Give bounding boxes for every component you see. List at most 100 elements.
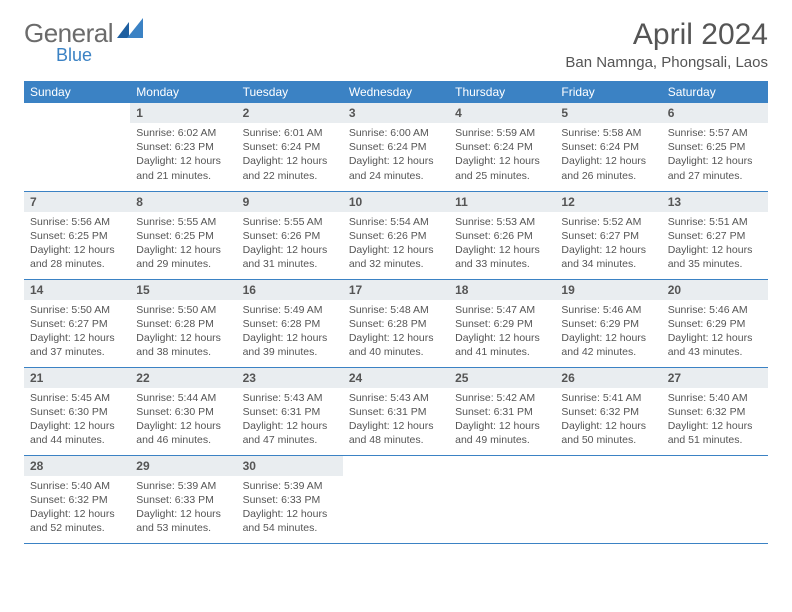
- calendar-cell: [24, 103, 130, 191]
- day-details: Sunrise: 5:45 AMSunset: 6:30 PMDaylight:…: [24, 388, 130, 454]
- calendar-cell: 21Sunrise: 5:45 AMSunset: 6:30 PMDayligh…: [24, 367, 130, 455]
- calendar-cell: 10Sunrise: 5:54 AMSunset: 6:26 PMDayligh…: [343, 191, 449, 279]
- weekday-header-sunday: Sunday: [24, 81, 130, 103]
- day-number: 30: [237, 456, 343, 476]
- day-number: 21: [24, 368, 130, 388]
- calendar-cell: 16Sunrise: 5:49 AMSunset: 6:28 PMDayligh…: [237, 279, 343, 367]
- day-details: Sunrise: 5:40 AMSunset: 6:32 PMDaylight:…: [662, 388, 768, 454]
- day-details: Sunrise: 5:53 AMSunset: 6:26 PMDaylight:…: [449, 212, 555, 278]
- day-number: 3: [343, 103, 449, 123]
- day-number: 13: [662, 192, 768, 212]
- day-number: 10: [343, 192, 449, 212]
- day-details: Sunrise: 5:47 AMSunset: 6:29 PMDaylight:…: [449, 300, 555, 366]
- day-number: 27: [662, 368, 768, 388]
- day-number: 14: [24, 280, 130, 300]
- day-number: 19: [555, 280, 661, 300]
- calendar-row: 14Sunrise: 5:50 AMSunset: 6:27 PMDayligh…: [24, 279, 768, 367]
- calendar-cell: 19Sunrise: 5:46 AMSunset: 6:29 PMDayligh…: [555, 279, 661, 367]
- day-details: Sunrise: 5:56 AMSunset: 6:25 PMDaylight:…: [24, 212, 130, 278]
- day-details: Sunrise: 5:46 AMSunset: 6:29 PMDaylight:…: [662, 300, 768, 366]
- day-number: 1: [130, 103, 236, 123]
- day-details: Sunrise: 5:55 AMSunset: 6:26 PMDaylight:…: [237, 212, 343, 278]
- calendar-cell: 2Sunrise: 6:01 AMSunset: 6:24 PMDaylight…: [237, 103, 343, 191]
- day-details: Sunrise: 5:55 AMSunset: 6:25 PMDaylight:…: [130, 212, 236, 278]
- weekday-header-tuesday: Tuesday: [237, 81, 343, 103]
- day-number: 23: [237, 368, 343, 388]
- day-details: Sunrise: 5:54 AMSunset: 6:26 PMDaylight:…: [343, 212, 449, 278]
- day-details: Sunrise: 6:02 AMSunset: 6:23 PMDaylight:…: [130, 123, 236, 189]
- day-number: 18: [449, 280, 555, 300]
- day-details: Sunrise: 5:41 AMSunset: 6:32 PMDaylight:…: [555, 388, 661, 454]
- calendar-cell: 8Sunrise: 5:55 AMSunset: 6:25 PMDaylight…: [130, 191, 236, 279]
- calendar-cell: 25Sunrise: 5:42 AMSunset: 6:31 PMDayligh…: [449, 367, 555, 455]
- calendar-cell: 30Sunrise: 5:39 AMSunset: 6:33 PMDayligh…: [237, 455, 343, 543]
- day-details: Sunrise: 5:58 AMSunset: 6:24 PMDaylight:…: [555, 123, 661, 189]
- weekday-header-saturday: Saturday: [662, 81, 768, 103]
- calendar-cell: 18Sunrise: 5:47 AMSunset: 6:29 PMDayligh…: [449, 279, 555, 367]
- day-details: Sunrise: 5:40 AMSunset: 6:32 PMDaylight:…: [24, 476, 130, 542]
- calendar-cell: 12Sunrise: 5:52 AMSunset: 6:27 PMDayligh…: [555, 191, 661, 279]
- calendar-cell: 1Sunrise: 6:02 AMSunset: 6:23 PMDaylight…: [130, 103, 236, 191]
- calendar-cell: 6Sunrise: 5:57 AMSunset: 6:25 PMDaylight…: [662, 103, 768, 191]
- day-details: Sunrise: 5:52 AMSunset: 6:27 PMDaylight:…: [555, 212, 661, 278]
- calendar-cell: [343, 455, 449, 543]
- day-number: 28: [24, 456, 130, 476]
- day-number: 22: [130, 368, 236, 388]
- day-number: 7: [24, 192, 130, 212]
- day-number: 8: [130, 192, 236, 212]
- calendar-cell: 20Sunrise: 5:46 AMSunset: 6:29 PMDayligh…: [662, 279, 768, 367]
- day-number: 9: [237, 192, 343, 212]
- calendar-body: 1Sunrise: 6:02 AMSunset: 6:23 PMDaylight…: [24, 103, 768, 543]
- day-details: Sunrise: 5:50 AMSunset: 6:27 PMDaylight:…: [24, 300, 130, 366]
- page-header: General Blue April 2024 Ban Namnga, Phon…: [24, 18, 768, 71]
- day-number: 20: [662, 280, 768, 300]
- location-text: Ban Namnga, Phongsali, Laos: [565, 54, 768, 71]
- day-details: Sunrise: 5:50 AMSunset: 6:28 PMDaylight:…: [130, 300, 236, 366]
- day-details: Sunrise: 5:42 AMSunset: 6:31 PMDaylight:…: [449, 388, 555, 454]
- month-title: April 2024: [565, 18, 768, 52]
- calendar-cell: [662, 455, 768, 543]
- brand-logo: General Blue: [24, 18, 145, 66]
- calendar-cell: [555, 455, 661, 543]
- title-block: April 2024 Ban Namnga, Phongsali, Laos: [565, 18, 768, 71]
- calendar-cell: 28Sunrise: 5:40 AMSunset: 6:32 PMDayligh…: [24, 455, 130, 543]
- day-details: Sunrise: 5:46 AMSunset: 6:29 PMDaylight:…: [555, 300, 661, 366]
- calendar-cell: 22Sunrise: 5:44 AMSunset: 6:30 PMDayligh…: [130, 367, 236, 455]
- day-number: 4: [449, 103, 555, 123]
- calendar-cell: [449, 455, 555, 543]
- calendar-cell: 4Sunrise: 5:59 AMSunset: 6:24 PMDaylight…: [449, 103, 555, 191]
- calendar-table: SundayMondayTuesdayWednesdayThursdayFrid…: [24, 81, 768, 544]
- day-number: 16: [237, 280, 343, 300]
- calendar-row: 1Sunrise: 6:02 AMSunset: 6:23 PMDaylight…: [24, 103, 768, 191]
- calendar-cell: 17Sunrise: 5:48 AMSunset: 6:28 PMDayligh…: [343, 279, 449, 367]
- day-details: Sunrise: 5:51 AMSunset: 6:27 PMDaylight:…: [662, 212, 768, 278]
- day-details: Sunrise: 5:43 AMSunset: 6:31 PMDaylight:…: [343, 388, 449, 454]
- day-number: 29: [130, 456, 236, 476]
- day-number: 15: [130, 280, 236, 300]
- day-number: 5: [555, 103, 661, 123]
- day-number: 6: [662, 103, 768, 123]
- weekday-header-thursday: Thursday: [449, 81, 555, 103]
- day-number: 26: [555, 368, 661, 388]
- calendar-cell: 24Sunrise: 5:43 AMSunset: 6:31 PMDayligh…: [343, 367, 449, 455]
- calendar-cell: 5Sunrise: 5:58 AMSunset: 6:24 PMDaylight…: [555, 103, 661, 191]
- day-number: 11: [449, 192, 555, 212]
- calendar-cell: 27Sunrise: 5:40 AMSunset: 6:32 PMDayligh…: [662, 367, 768, 455]
- day-details: Sunrise: 5:39 AMSunset: 6:33 PMDaylight:…: [130, 476, 236, 542]
- calendar-cell: 26Sunrise: 5:41 AMSunset: 6:32 PMDayligh…: [555, 367, 661, 455]
- calendar-row: 28Sunrise: 5:40 AMSunset: 6:32 PMDayligh…: [24, 455, 768, 543]
- calendar-row: 7Sunrise: 5:56 AMSunset: 6:25 PMDaylight…: [24, 191, 768, 279]
- day-number: 24: [343, 368, 449, 388]
- day-number: 12: [555, 192, 661, 212]
- day-details: Sunrise: 5:43 AMSunset: 6:31 PMDaylight:…: [237, 388, 343, 454]
- calendar-weekday-header: SundayMondayTuesdayWednesdayThursdayFrid…: [24, 81, 768, 103]
- calendar-cell: 29Sunrise: 5:39 AMSunset: 6:33 PMDayligh…: [130, 455, 236, 543]
- day-details: Sunrise: 5:57 AMSunset: 6:25 PMDaylight:…: [662, 123, 768, 189]
- day-details: Sunrise: 5:44 AMSunset: 6:30 PMDaylight:…: [130, 388, 236, 454]
- day-number: 25: [449, 368, 555, 388]
- calendar-cell: 13Sunrise: 5:51 AMSunset: 6:27 PMDayligh…: [662, 191, 768, 279]
- day-details: Sunrise: 5:48 AMSunset: 6:28 PMDaylight:…: [343, 300, 449, 366]
- calendar-page: General Blue April 2024 Ban Namnga, Phon…: [0, 0, 792, 562]
- calendar-cell: 7Sunrise: 5:56 AMSunset: 6:25 PMDaylight…: [24, 191, 130, 279]
- calendar-cell: 15Sunrise: 5:50 AMSunset: 6:28 PMDayligh…: [130, 279, 236, 367]
